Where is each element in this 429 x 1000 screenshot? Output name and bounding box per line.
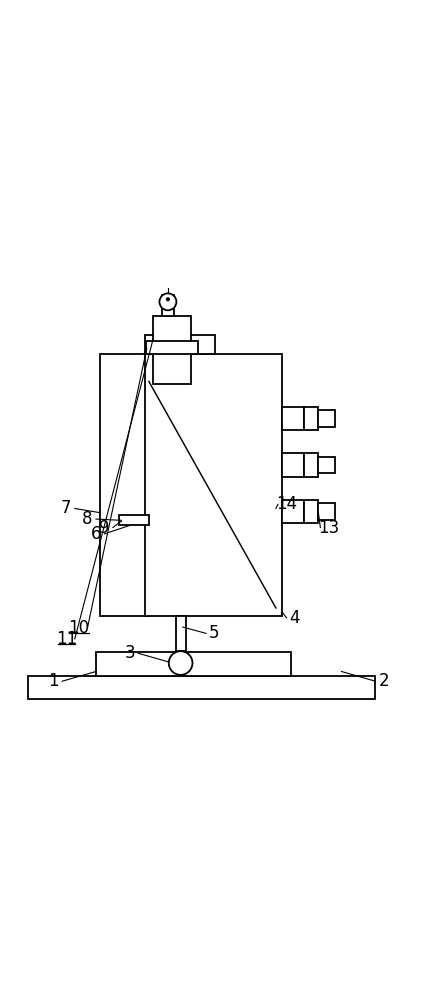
Bar — [282, 500, 304, 523]
Text: 14: 14 — [276, 495, 297, 513]
Bar — [145, 335, 214, 354]
Bar — [28, 676, 375, 699]
Bar — [318, 410, 335, 427]
Bar — [318, 503, 335, 520]
Text: 2: 2 — [378, 672, 389, 690]
Text: 3: 3 — [124, 644, 135, 662]
Bar — [100, 354, 149, 616]
Bar — [318, 457, 335, 473]
Text: 11: 11 — [56, 630, 77, 648]
Bar — [304, 453, 318, 477]
Circle shape — [166, 298, 169, 301]
Bar — [153, 316, 191, 384]
Bar — [282, 500, 304, 523]
Bar — [146, 341, 198, 354]
Bar — [282, 407, 304, 430]
Bar — [153, 316, 191, 384]
Text: 4: 4 — [290, 609, 300, 627]
Circle shape — [169, 651, 193, 675]
Bar — [145, 335, 214, 354]
Bar — [318, 410, 335, 427]
Text: 6: 6 — [91, 525, 101, 543]
Bar — [282, 407, 304, 430]
Text: 7: 7 — [61, 499, 72, 517]
Bar — [28, 676, 375, 699]
Bar — [145, 354, 282, 616]
Bar — [119, 515, 149, 525]
Bar — [96, 652, 291, 676]
Bar — [282, 453, 304, 477]
Bar — [96, 652, 291, 676]
Text: 13: 13 — [318, 519, 339, 537]
Bar — [146, 341, 198, 354]
Bar — [145, 354, 282, 616]
Text: 10: 10 — [69, 619, 90, 637]
Bar — [162, 295, 174, 316]
Text: 9: 9 — [99, 519, 110, 537]
Bar — [304, 500, 318, 523]
Text: 8: 8 — [82, 510, 93, 528]
Text: 1: 1 — [48, 672, 59, 690]
Bar — [282, 453, 304, 477]
Bar — [304, 407, 318, 430]
Bar — [318, 457, 335, 473]
Bar — [318, 503, 335, 520]
Bar — [175, 616, 186, 651]
Bar — [162, 295, 174, 316]
Bar — [175, 616, 186, 651]
Text: 5: 5 — [209, 624, 220, 642]
Bar — [119, 515, 149, 525]
Circle shape — [160, 293, 176, 310]
